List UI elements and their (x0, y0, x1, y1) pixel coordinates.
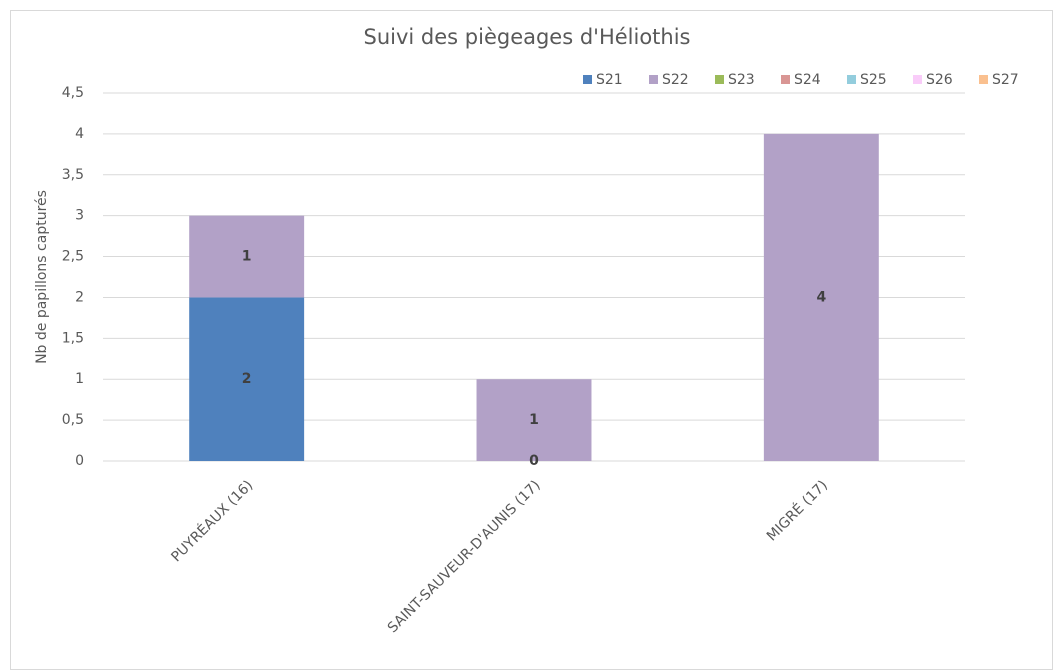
bar-segment (189, 297, 305, 461)
legend-swatch (913, 75, 922, 84)
y-tick-label: 3,5 (62, 167, 84, 183)
chart-frame (10, 10, 1053, 670)
legend-swatch (847, 75, 856, 84)
bar-segment (476, 379, 592, 461)
legend-swatch (979, 75, 988, 84)
bar-segment (189, 215, 305, 298)
legend-label: S25 (860, 72, 887, 88)
y-tick-label: 3 (75, 208, 84, 224)
data-label: 1 (529, 412, 539, 428)
legend-swatch (715, 75, 724, 84)
legend-swatch (583, 75, 592, 84)
legend-label: S27 (992, 72, 1019, 88)
y-tick-label: 1 (75, 371, 84, 387)
bar-segment (763, 133, 879, 461)
y-axis-title: Nb de papillons capturés (34, 190, 50, 364)
y-tick-label: 4,5 (62, 85, 84, 101)
legend-label: S23 (728, 72, 755, 88)
legend-swatch (781, 75, 790, 84)
y-tick-label: 4 (75, 126, 84, 142)
data-label: 2 (242, 371, 252, 387)
y-tick-label: 2 (75, 289, 84, 305)
legend-label: S21 (596, 72, 623, 88)
legend-label: S26 (926, 72, 953, 88)
legend-swatch (649, 75, 658, 84)
data-label: 0 (529, 453, 539, 469)
data-label: 1 (242, 249, 252, 265)
y-tick-label: 2,5 (62, 249, 84, 265)
data-label: 4 (816, 289, 826, 305)
y-tick-label: 0,5 (62, 412, 84, 428)
y-tick-label: 0 (75, 453, 84, 469)
legend-label: S22 (662, 72, 689, 88)
chart-title: Suivi des piègeages d'Héliothis (364, 25, 691, 49)
legend-label: S24 (794, 72, 821, 88)
y-tick-label: 1,5 (62, 330, 84, 346)
